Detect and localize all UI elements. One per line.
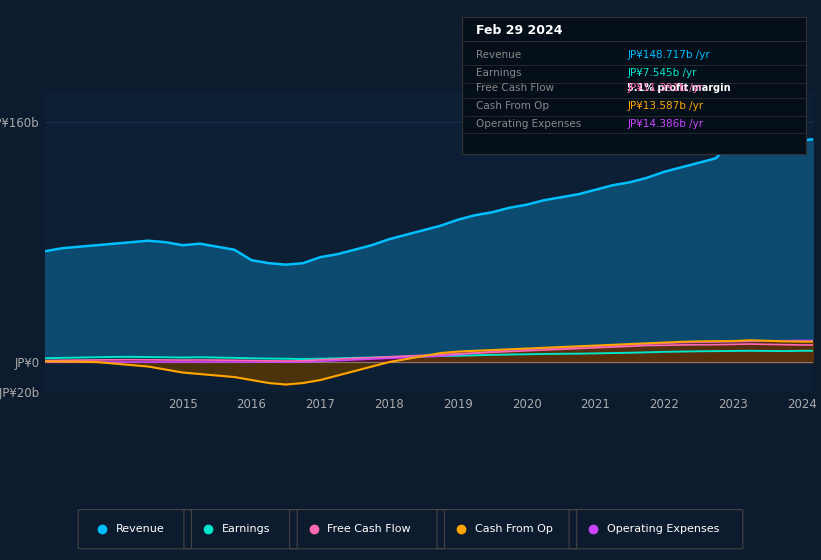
Text: JP¥11.391b /yr: JP¥11.391b /yr <box>627 83 704 93</box>
Text: Cash From Op: Cash From Op <box>476 101 549 111</box>
Text: JP¥13.587b /yr: JP¥13.587b /yr <box>627 101 704 111</box>
Text: Free Cash Flow: Free Cash Flow <box>476 83 554 93</box>
Text: Operating Expenses: Operating Expenses <box>607 524 719 534</box>
Text: Revenue: Revenue <box>476 50 521 60</box>
Text: Revenue: Revenue <box>116 524 165 534</box>
Text: Cash From Op: Cash From Op <box>475 524 553 534</box>
Text: Feb 29 2024: Feb 29 2024 <box>476 24 562 37</box>
Text: Earnings: Earnings <box>476 68 521 78</box>
Text: JP¥14.386b /yr: JP¥14.386b /yr <box>627 119 704 129</box>
Text: JP¥7.545b /yr: JP¥7.545b /yr <box>627 68 697 78</box>
Text: Free Cash Flow: Free Cash Flow <box>328 524 411 534</box>
Text: Earnings: Earnings <box>222 524 270 534</box>
Text: Operating Expenses: Operating Expenses <box>476 119 581 129</box>
Text: 5.1% profit margin: 5.1% profit margin <box>627 83 731 93</box>
Text: JP¥148.717b /yr: JP¥148.717b /yr <box>627 50 710 60</box>
